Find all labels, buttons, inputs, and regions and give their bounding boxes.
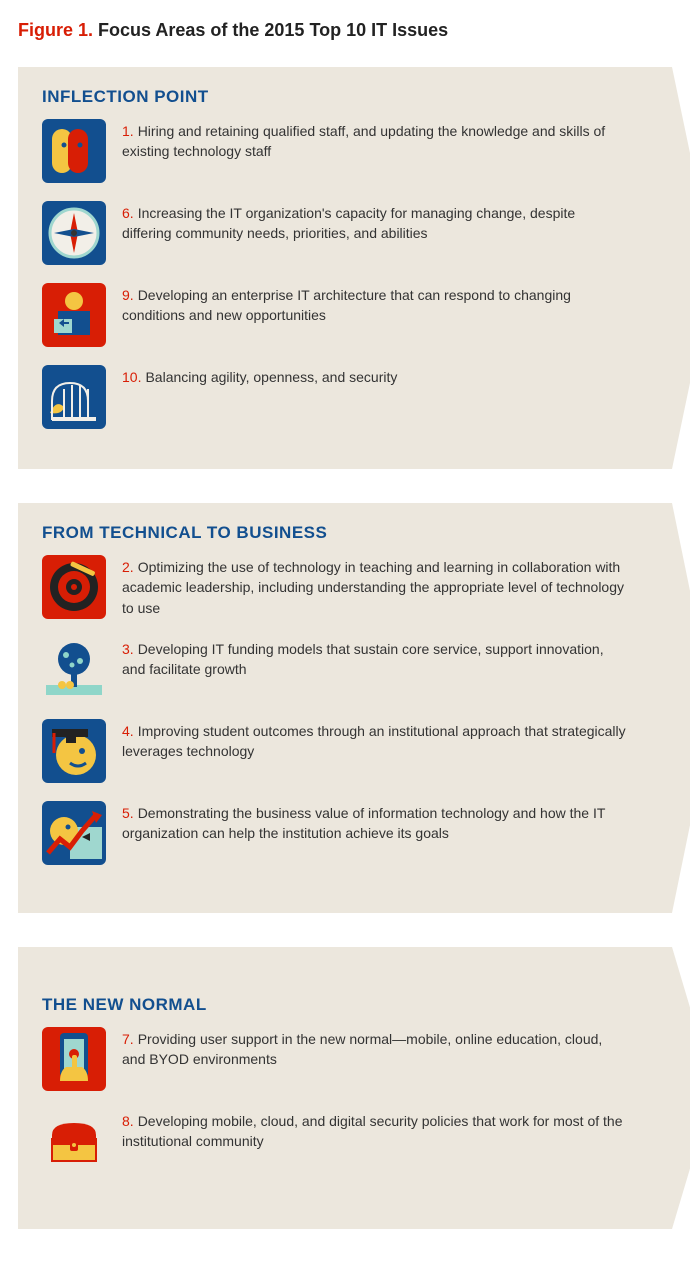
item-text: 8.Developing mobile, cloud, and digital … — [122, 1109, 626, 1152]
growth-chart-icon — [42, 801, 106, 865]
item-text: 3.Developing IT funding models that sust… — [122, 637, 626, 680]
item-number: 5. — [122, 805, 134, 821]
item-text: 6.Increasing the IT organization's capac… — [122, 201, 626, 244]
item-description: Developing IT funding models that sustai… — [122, 641, 604, 677]
figure-label: Figure 1. — [18, 20, 93, 40]
tree-icon — [42, 637, 106, 701]
item-description: Optimizing the use of technology in teac… — [122, 559, 624, 616]
item-description: Increasing the IT organization's capacit… — [122, 205, 575, 241]
item-description: Developing mobile, cloud, and digital se… — [122, 1113, 623, 1149]
item-description: Providing user support in the new normal… — [122, 1031, 602, 1067]
item-number: 2. — [122, 559, 134, 575]
section-title: FROM TECHNICAL TO BUSINESS — [42, 523, 648, 543]
item-number: 4. — [122, 723, 134, 739]
item-number: 10. — [122, 369, 141, 385]
figure-title: Figure 1. Focus Areas of the 2015 Top 10… — [18, 20, 672, 41]
item-text: 9.Developing an enterprise IT architectu… — [122, 283, 626, 326]
list-item: 1.Hiring and retaining qualified staff, … — [42, 119, 648, 183]
item-text: 4.Improving student outcomes through an … — [122, 719, 626, 762]
item-description: Hiring and retaining qualified staff, an… — [122, 123, 605, 159]
builder-icon — [42, 283, 106, 347]
section-inflection-point: INFLECTION POINT 1.Hiring and retaining … — [18, 67, 672, 469]
item-description: Balancing agility, openness, and securit… — [145, 369, 397, 385]
item-number: 7. — [122, 1031, 134, 1047]
item-text: 10.Balancing agility, openness, and secu… — [122, 365, 397, 387]
item-text: 2.Optimizing the use of technology in te… — [122, 555, 626, 618]
section-title: INFLECTION POINT — [42, 87, 648, 107]
item-description: Developing an enterprise IT architecture… — [122, 287, 571, 323]
list-item: 2.Optimizing the use of technology in te… — [42, 555, 648, 619]
item-text: 1.Hiring and retaining qualified staff, … — [122, 119, 626, 162]
list-item: 7.Providing user support in the new norm… — [42, 1027, 648, 1091]
list-item: 10.Balancing agility, openness, and secu… — [42, 365, 648, 429]
target-icon — [42, 555, 106, 619]
list-item: 8.Developing mobile, cloud, and digital … — [42, 1109, 648, 1173]
list-item: 6.Increasing the IT organization's capac… — [42, 201, 648, 265]
item-number: 8. — [122, 1113, 134, 1129]
list-item: 4.Improving student outcomes through an … — [42, 719, 648, 783]
item-number: 1. — [122, 123, 134, 139]
graduate-icon — [42, 719, 106, 783]
item-number: 9. — [122, 287, 134, 303]
figure-title-text: Focus Areas of the 2015 Top 10 IT Issues — [98, 20, 448, 40]
list-item: 5.Demonstrating the business value of in… — [42, 801, 648, 865]
treasure-chest-icon — [42, 1109, 106, 1173]
section-technical-to-business: FROM TECHNICAL TO BUSINESS 2.Optimizing … — [18, 503, 672, 913]
item-description: Improving student outcomes through an in… — [122, 723, 626, 759]
faces-icon — [42, 119, 106, 183]
item-text: 7.Providing user support in the new norm… — [122, 1027, 626, 1070]
mobile-touch-icon — [42, 1027, 106, 1091]
section-title: THE NEW NORMAL — [42, 995, 648, 1015]
list-item: 3.Developing IT funding models that sust… — [42, 637, 648, 701]
compass-icon — [42, 201, 106, 265]
item-number: 3. — [122, 641, 134, 657]
item-number: 6. — [122, 205, 134, 221]
section-new-normal: THE NEW NORMAL 7.Providing user support … — [18, 947, 672, 1229]
birdcage-icon — [42, 365, 106, 429]
list-item: 9.Developing an enterprise IT architectu… — [42, 283, 648, 347]
item-text: 5.Demonstrating the business value of in… — [122, 801, 626, 844]
item-description: Demonstrating the business value of info… — [122, 805, 605, 841]
